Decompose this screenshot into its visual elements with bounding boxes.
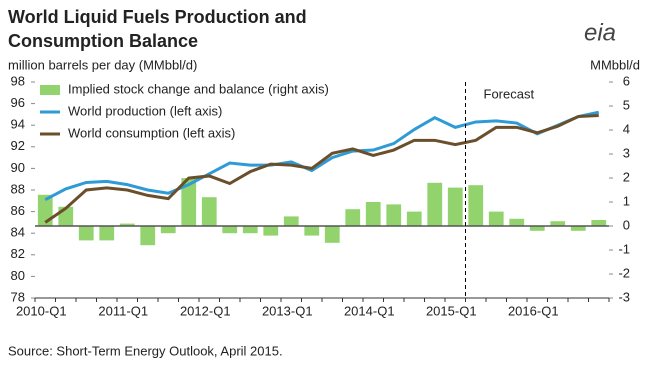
x-tick-label: 2014-Q1 [344, 303, 395, 318]
y2-tick-label: 6 [623, 73, 630, 88]
y-tick-label: 90 [11, 160, 25, 175]
y2-tick-label: -3 [618, 289, 630, 304]
legend-label: World production (left axis) [68, 103, 222, 118]
bar [304, 226, 320, 236]
bar [140, 226, 156, 246]
legend-swatch [40, 85, 60, 95]
x-tick-label: 2012-Q1 [180, 303, 231, 318]
bar [324, 226, 340, 243]
legend-label: Implied stock change and balance (right … [68, 81, 329, 96]
y-tick-label: 86 [11, 203, 25, 218]
bar [591, 220, 607, 226]
bar [427, 182, 443, 226]
bar [263, 226, 279, 236]
y-tick-label: 88 [11, 181, 25, 196]
bar [345, 209, 361, 226]
x-tick-label: 2013-Q1 [262, 303, 313, 318]
logo: eia [584, 19, 616, 46]
bar [365, 202, 381, 226]
y-tick-label: 96 [11, 95, 25, 110]
y-tick-label: 82 [11, 246, 25, 261]
y-tick-label: 84 [11, 225, 25, 240]
y2-tick-label: 0 [623, 217, 630, 232]
source-note: Source: Short-Term Energy Outlook, April… [8, 343, 283, 358]
y2-axis-label: MMbbl/d [590, 57, 640, 72]
y2-tick-label: 1 [623, 193, 630, 208]
y2-tick-label: -1 [618, 241, 630, 256]
legend-label: World consumption (left axis) [68, 125, 235, 140]
bar [222, 226, 238, 234]
line [44, 110, 600, 202]
bar [242, 226, 258, 234]
chart-title: Consumption Balance [8, 31, 198, 51]
y-tick-label: 80 [11, 268, 25, 283]
y2-tick-label: 5 [623, 97, 630, 112]
bar [529, 226, 545, 231]
bar [160, 226, 176, 234]
bar [447, 187, 463, 226]
bar [488, 211, 504, 226]
y2-tick-label: 2 [623, 169, 630, 184]
y-tick-label: 94 [11, 117, 25, 132]
y2-tick-label: -2 [618, 265, 630, 280]
y2-tick-label: 3 [623, 145, 630, 160]
bar [550, 221, 566, 226]
y-tick-label: 92 [11, 138, 25, 153]
bar [570, 226, 586, 231]
chart-title: World Liquid Fuels Production and [8, 7, 307, 27]
line [44, 113, 599, 224]
bar [78, 226, 94, 241]
bar [181, 178, 197, 226]
forecast-label: Forecast [484, 86, 535, 101]
bar [468, 185, 484, 226]
y-tick-label: 78 [11, 289, 25, 304]
y-tick-label: 98 [11, 73, 25, 88]
bar [406, 211, 422, 226]
x-tick-label: 2010-Q1 [16, 303, 67, 318]
bar [386, 204, 402, 226]
x-tick-label: 2011-Q1 [98, 303, 148, 318]
bar [201, 197, 217, 226]
bar [283, 216, 299, 226]
bar [99, 226, 115, 241]
bar [509, 218, 525, 226]
x-tick-label: 2015-Q1 [426, 303, 477, 318]
y-axis-label: million barrels per day (MMbbl/d) [8, 57, 197, 72]
x-tick-label: 2016-Q1 [508, 303, 559, 318]
y2-tick-label: 4 [623, 121, 630, 136]
bar [119, 223, 135, 226]
